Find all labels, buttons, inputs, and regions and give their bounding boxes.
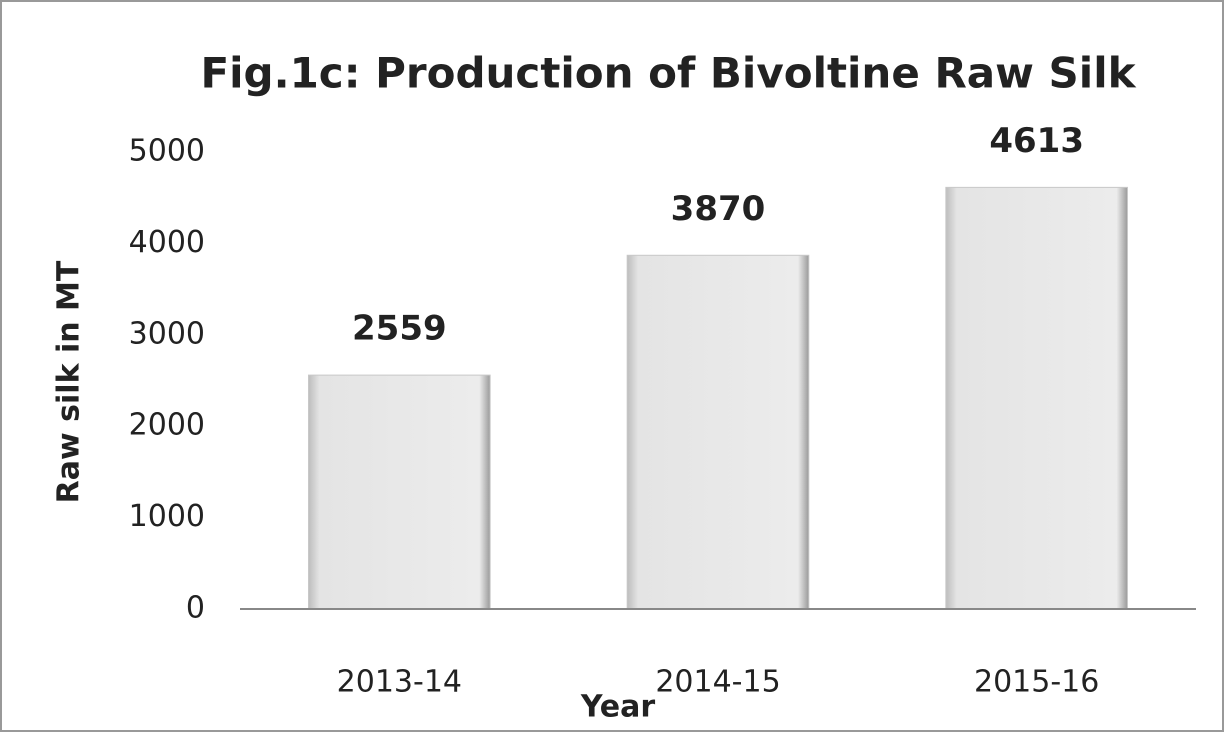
data-label: 2559 — [352, 309, 447, 349]
x-tick-label: 2013-14 — [337, 665, 462, 700]
x-tick-label: 2014-15 — [655, 665, 780, 700]
chart-title: Fig.1c: Production of Bivoltine Raw Silk — [200, 49, 1136, 98]
data-label: 3870 — [671, 189, 766, 229]
y-tick-label: 0 — [186, 591, 205, 626]
y-tick-label: 2000 — [129, 408, 205, 443]
bar — [626, 254, 810, 610]
y-tick-label: 1000 — [129, 499, 205, 534]
bar — [945, 186, 1128, 610]
data-label: 4613 — [989, 121, 1084, 161]
bar — [308, 374, 491, 610]
x-axis-label: Year — [580, 690, 656, 725]
x-tick-label: 2015-16 — [974, 665, 1099, 700]
y-tick-label: 5000 — [129, 134, 205, 169]
y-tick-label: 3000 — [129, 316, 205, 351]
y-axis-label: Raw silk in MT — [52, 260, 87, 503]
y-tick-label: 4000 — [129, 225, 205, 260]
